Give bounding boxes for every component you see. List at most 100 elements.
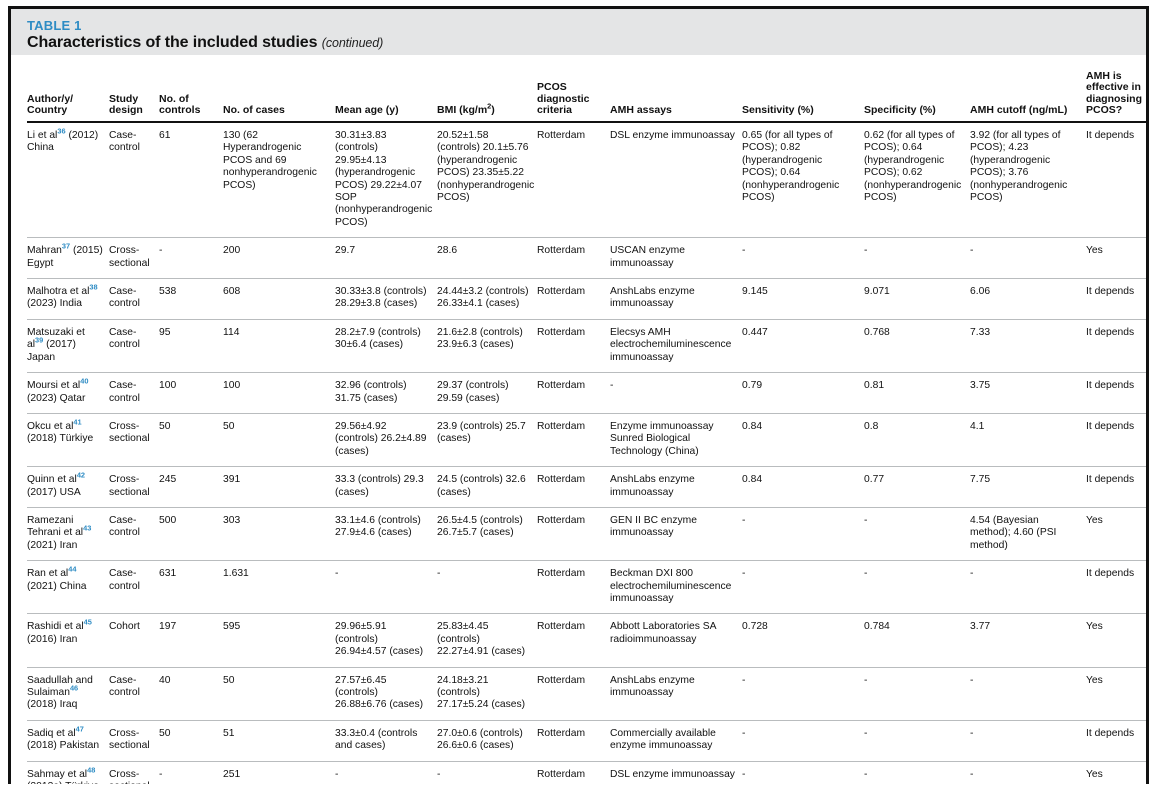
reference-superscript[interactable]: 47	[75, 724, 84, 734]
author-year-country: (2021) Iran	[27, 539, 78, 551]
cell-author: Matsuzaki et al39 (2017) Japan	[27, 319, 109, 374]
reference-superscript[interactable]: 42	[76, 470, 86, 480]
column-header-no-controls: No. of controls	[159, 55, 223, 123]
table-caption-band: TABLE 1 Characteristics of the included …	[11, 9, 1146, 55]
cell-amh-cutoff: 6.06	[970, 278, 1086, 320]
cell-mean-age: 29.96±5.91 (controls) 26.94±4.57 (cases)	[335, 613, 437, 668]
cell-specificity: -	[864, 761, 970, 784]
table-row: Quinn et al42 (2017) USA Cross-sectional 2…	[27, 466, 1146, 508]
author-year-country: (2018) Türkiye	[27, 433, 94, 445]
table-row: Sadiq et al47 (2018) Pakistan Cross-secti…	[27, 720, 1146, 762]
cell-no-cases: 200	[223, 237, 335, 280]
cell-specificity: 0.768	[864, 319, 970, 374]
cell-no-controls: 631	[159, 560, 223, 615]
cell-amh-cutoff: 7.33	[970, 319, 1086, 374]
cell-amh-cutoff: -	[970, 720, 1086, 762]
cell-amh-assay: USCAN enzyme immunoassay	[610, 237, 742, 280]
reference-superscript[interactable]: 38	[89, 282, 98, 292]
reference-superscript[interactable]: 36	[57, 126, 66, 136]
reference-superscript[interactable]: 45	[83, 617, 92, 627]
cell-author: Li et al36 (2012) China	[27, 122, 109, 239]
column-header-pcos-criteria: PCOS diagnostic criteria	[537, 55, 610, 123]
cell-bmi: -	[437, 761, 537, 784]
cell-study-design: Cross-sectional	[109, 761, 159, 784]
author-name: Malhotra et al	[27, 286, 90, 298]
author-name: Sadiq et al	[27, 727, 76, 739]
reference-superscript[interactable]: 41	[73, 417, 82, 427]
table-row: Ramezani Tehrani et al43 (2021) Iran Case…	[27, 507, 1146, 562]
cell-no-controls: 197	[159, 613, 223, 668]
header-line: controls	[159, 104, 201, 117]
header-line: PCOS	[537, 81, 567, 94]
cell-no-controls: -	[159, 237, 223, 280]
cell-author: Ran et al44 (2021) China	[27, 560, 109, 615]
author-year-country: (2018) Iraq	[27, 699, 78, 711]
cell-amh-effective: Yes	[1086, 507, 1146, 562]
table-row: Mahran37 (2015) Egypt Cross-sectional -200…	[27, 237, 1146, 280]
column-header-sensitivity: Sensitivity (%)	[742, 55, 864, 123]
author-year-country: (2023) India	[27, 298, 82, 310]
cell-sensitivity: -	[742, 560, 864, 615]
author-year-country: (2017) USA	[27, 486, 81, 498]
author-name: Okcu et al	[27, 420, 74, 432]
table-header: Author/y/ Country Study design No. of co…	[27, 55, 1146, 123]
reference-superscript[interactable]: 46	[69, 683, 79, 693]
reference-superscript[interactable]: 48	[87, 765, 96, 775]
table-row: Ran et al44 (2021) China Case-control 631 1…	[27, 560, 1146, 615]
author-name: Ramezani Tehrani et al	[27, 514, 84, 539]
header-line: )	[491, 104, 495, 117]
cell-amh-assay: DSL enzyme immunoassay	[610, 122, 742, 239]
cell-no-cases: 114	[223, 319, 335, 374]
cell-study-design: Cross-sectional	[109, 237, 159, 280]
cell-pcos-criteria: Rotterdam	[537, 466, 610, 508]
author-year-country: (2021) China	[27, 580, 87, 592]
cell-study-design: Case-control	[109, 507, 159, 562]
header-line: design	[109, 104, 143, 117]
author-year-country: (2015) Egypt	[27, 245, 103, 269]
cell-author: Sahmay et al48 (2013a) Türkiye	[27, 761, 109, 784]
cell-author: Quinn et al42 (2017) USA	[27, 466, 109, 508]
reference-superscript[interactable]: 40	[80, 376, 89, 386]
cell-study-design: Cross-sectional	[109, 466, 159, 508]
cell-no-cases: 303	[223, 507, 335, 562]
reference-superscript[interactable]: 43	[83, 523, 92, 533]
author-name: Saadullah and Sulaiman	[27, 674, 93, 698]
cell-sensitivity: 0.84	[742, 413, 864, 468]
column-header-amh-effective: AMH is effective in diagnosing PCOS?	[1086, 55, 1146, 123]
header-line: criteria	[537, 104, 573, 117]
header-line: Study	[109, 92, 139, 105]
reference-superscript[interactable]: 37	[61, 241, 71, 251]
cell-bmi: 29.37 (controls) 29.59 (cases)	[437, 372, 537, 414]
cell-amh-effective: Yes	[1086, 613, 1146, 668]
header-line: BMI (kg/m	[437, 104, 488, 117]
reference-superscript[interactable]: 44	[68, 564, 77, 574]
cell-specificity: -	[864, 507, 970, 562]
cell-amh-assay: -	[610, 372, 742, 414]
cell-author: Rashidi et al45 (2016) Iran	[27, 613, 109, 668]
cell-sensitivity: 0.728	[742, 613, 864, 668]
cell-author: Sadiq et al47 (2018) Pakistan	[27, 720, 109, 762]
cell-sensitivity: -	[742, 507, 864, 562]
column-header-mean-age: Mean age (y)	[335, 55, 437, 123]
cell-author: Saadullah and Sulaiman46 (2018) Iraq	[27, 667, 109, 721]
cell-no-cases: 130 (62 Hyperandrogenic PCOS and 69 nonh…	[223, 122, 335, 239]
cell-amh-cutoff: 4.54 (Bayesian method); 4.60 (PSI method…	[970, 507, 1086, 562]
cell-sensitivity: -	[742, 720, 864, 762]
cell-no-cases: 50	[223, 667, 335, 721]
cell-amh-assay: Enzyme immunoassay Sunred Biological Tec…	[610, 413, 742, 468]
cell-amh-effective: Yes	[1086, 667, 1146, 721]
cell-amh-effective: It depends	[1086, 319, 1146, 374]
author-name: Moursi et al	[27, 380, 81, 392]
cell-mean-age: 29.56±4.92 (controls) 26.2±4.89 (cases)	[335, 413, 437, 468]
cell-bmi: 24.5 (controls) 32.6 (cases)	[437, 466, 537, 508]
cell-pcos-criteria: Rotterdam	[537, 237, 610, 280]
cell-sensitivity: 0.84	[742, 466, 864, 508]
cell-pcos-criteria: Rotterdam	[537, 667, 610, 721]
cell-bmi: 24.44±3.2 (controls) 26.33±4.1 (cases)	[437, 278, 537, 320]
cell-amh-assay: Elecsys AMH electrochemiluminescence imm…	[610, 319, 742, 374]
reference-superscript[interactable]: 39	[35, 335, 44, 345]
cell-no-controls: 100	[159, 372, 223, 414]
cell-mean-age: 27.57±6.45 (controls) 26.88±6.76 (cases)	[335, 667, 437, 721]
cell-no-cases: 1.631	[223, 560, 335, 615]
